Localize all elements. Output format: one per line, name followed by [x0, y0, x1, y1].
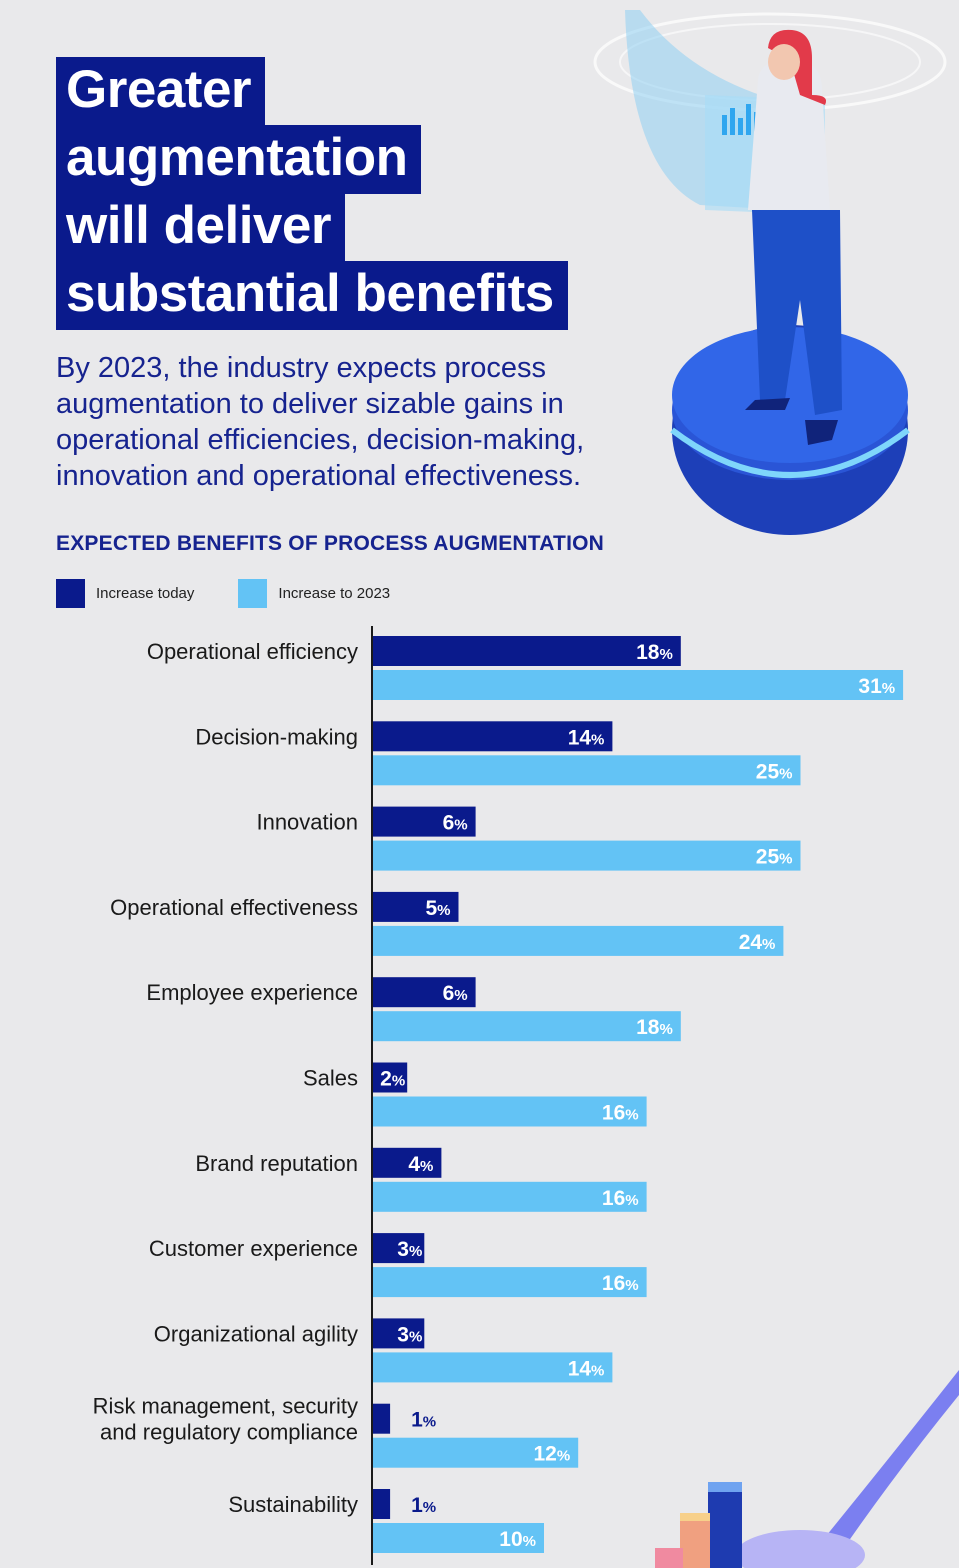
bar-increase-2023: [373, 755, 801, 786]
title-line-1: Greater: [56, 57, 266, 126]
bar-increase-today: [373, 1147, 442, 1178]
value-label: 1%: [411, 1409, 436, 1432]
bar-increase-2023: [373, 925, 784, 956]
bar-increase-2023: [373, 1096, 647, 1127]
bar-increase-today: [373, 1318, 425, 1349]
category-label: Sales: [303, 1066, 358, 1091]
value-label: 25%: [756, 760, 793, 783]
bar-increase-today: [373, 721, 613, 752]
bar-increase-2023: [373, 840, 801, 871]
legend-swatch-2023: [238, 578, 268, 608]
hologram-illustration: [593, 10, 947, 535]
page-title: Greater augmentation will deliver substa…: [56, 57, 568, 330]
value-label: 6%: [443, 812, 468, 835]
chart-legend: Increase today Increase to 2023: [56, 578, 434, 608]
bar-increase-today: [373, 1062, 408, 1093]
legend-item-2023: Increase to 2023: [238, 578, 391, 608]
category-label: Employee experience: [146, 980, 358, 1005]
value-label: 18%: [636, 1016, 673, 1039]
category-label: Organizational agility: [154, 1321, 358, 1346]
legend-swatch-today: [56, 578, 85, 608]
category-label: Operational effectiveness: [110, 895, 358, 920]
category-label: Risk management, security: [93, 1394, 358, 1419]
value-label: 2%: [380, 1068, 405, 1091]
value-label: 3%: [397, 1323, 422, 1346]
legend-item-today: Increase today: [56, 578, 195, 608]
bar-increase-today: [373, 891, 459, 922]
value-label: 25%: [756, 846, 793, 869]
value-label: 12%: [533, 1443, 570, 1466]
legend-label-2023: Increase to 2023: [278, 584, 391, 602]
bar-increase-today: [373, 977, 476, 1008]
bar-increase-today: [373, 1233, 425, 1264]
bar-chart: Operational efficiency 18% 31% Decision-mak…: [93, 626, 904, 1565]
value-label: 16%: [602, 1272, 639, 1295]
value-label: 10%: [499, 1528, 536, 1551]
subtitle: By 2023, the industry expects process au…: [56, 352, 585, 492]
title-line-4: substantial benefits: [56, 261, 568, 330]
bar-increase-2023: [373, 1267, 647, 1298]
legend-label-today: Increase today: [96, 584, 195, 602]
category-label: Innovation: [256, 810, 358, 835]
bar-increase-2023: [373, 1011, 681, 1042]
value-label: 1%: [411, 1494, 436, 1517]
title-line-2: augmentation: [56, 125, 422, 194]
bar-increase-2023: [373, 1523, 544, 1553]
bar-increase-today: [373, 636, 681, 666]
title-line-3: will deliver: [56, 193, 346, 262]
bar-increase-today: [373, 1403, 391, 1434]
bar-increase-today: [373, 806, 476, 837]
category-label: Operational efficiency: [147, 639, 358, 664]
bar-increase-2023: [373, 1181, 647, 1212]
value-label: 16%: [602, 1187, 639, 1210]
value-label: 14%: [568, 1357, 605, 1380]
value-label: 4%: [408, 1153, 433, 1176]
value-label: 24%: [739, 931, 776, 954]
value-label: 6%: [443, 982, 468, 1005]
bar-increase-2023: [373, 1352, 613, 1383]
category-label: Customer experience: [149, 1236, 358, 1261]
chart-title: EXPECTED BENEFITS OF PROCESS AUGMENTATIO…: [56, 532, 605, 555]
category-label: Brand reputation: [195, 1151, 358, 1176]
value-label: 18%: [636, 641, 673, 664]
value-label: 3%: [397, 1238, 422, 1261]
category-label: and regulatory compliance: [100, 1420, 358, 1445]
value-label: 16%: [602, 1102, 639, 1125]
value-label: 31%: [858, 675, 895, 698]
bar-increase-today: [373, 1489, 391, 1519]
category-label: Decision-making: [195, 724, 358, 749]
value-label: 14%: [568, 726, 605, 749]
category-label: Sustainability: [228, 1492, 358, 1517]
value-label: 5%: [425, 897, 450, 920]
bar-increase-2023: [373, 670, 904, 700]
bar-increase-2023: [373, 1437, 579, 1468]
growth-swoosh-illustration: [655, 1370, 959, 1568]
